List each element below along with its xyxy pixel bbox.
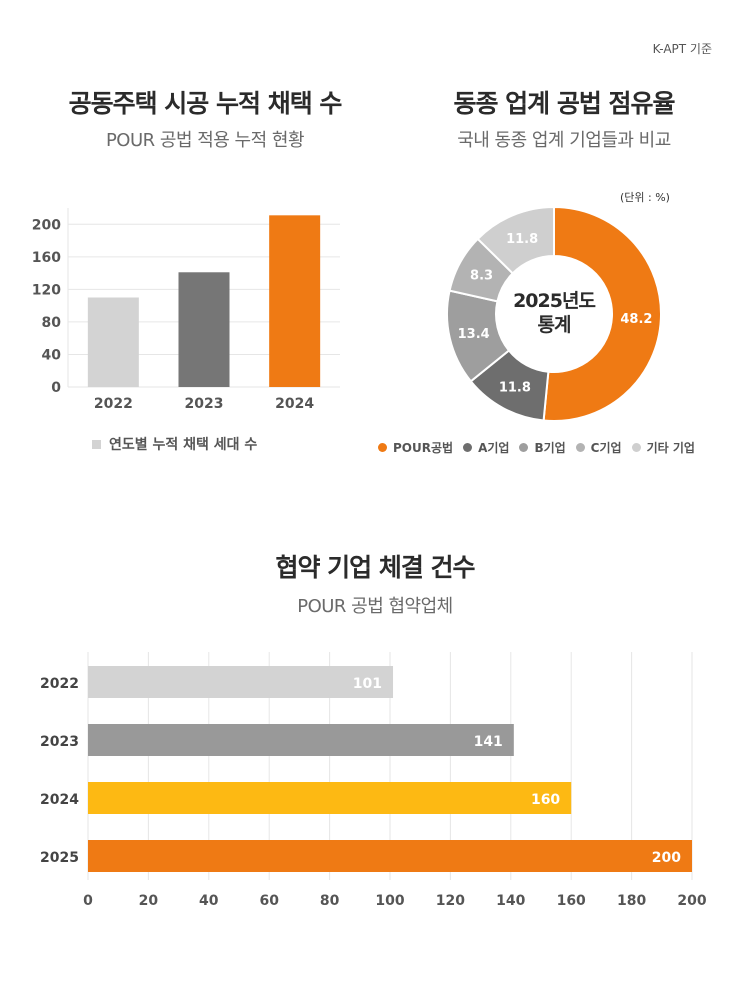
legend-dot bbox=[463, 443, 473, 452]
bar bbox=[88, 724, 514, 756]
contracts-chart-subtitle: POUR 공법 협약업체 bbox=[297, 596, 453, 617]
legend-dot bbox=[575, 443, 585, 452]
share-chart-title: 동종 업계 공법 점유율 bbox=[453, 89, 675, 118]
bar bbox=[178, 272, 230, 387]
legend-dot bbox=[631, 443, 641, 452]
x-tick-label: 0 bbox=[83, 893, 93, 909]
donut-center-label: 2025년도 통계 bbox=[440, 200, 668, 428]
legend-swatch bbox=[92, 439, 101, 449]
share-donut-chart: 48.2 11.8 13.4 8.3 11.8 bbox=[446, 205, 662, 422]
y-tick-label: 200 bbox=[32, 217, 61, 233]
donut-slice bbox=[476, 205, 555, 275]
x-tick-label: 20 bbox=[139, 893, 159, 909]
legend-item: C기업 bbox=[575, 439, 622, 456]
slice-value-label: 48.2 bbox=[620, 312, 652, 327]
bar bbox=[88, 782, 572, 814]
slice-value-label: 11.8 bbox=[506, 232, 538, 247]
legend-dot bbox=[519, 443, 529, 452]
source-note: K-APT 기준 bbox=[652, 42, 712, 56]
cumulative-bar-chart: 0 40 80 120 160 200 2022 2023 2024 bbox=[32, 208, 340, 412]
bar-value-label: 141 bbox=[474, 734, 503, 750]
legend-label: A기업 bbox=[478, 441, 510, 455]
donut-center-line2: 통계 bbox=[537, 314, 572, 336]
y-tick-label: 160 bbox=[32, 250, 61, 266]
legend-label: 기타 기업 bbox=[646, 441, 695, 455]
x-tick-label: 140 bbox=[496, 893, 525, 909]
share-unit-note: (단위 : %) bbox=[620, 191, 670, 204]
bar bbox=[88, 666, 394, 698]
cumulative-legend-label: 연도별 누적 채택 세대 수 bbox=[109, 437, 258, 453]
cumulative-chart-title: 공동주택 시공 누적 채택 수 bbox=[68, 89, 343, 118]
share-chart-subtitle: 국내 동종 업계 기업들과 비교 bbox=[457, 130, 671, 151]
y-tick-label: 2023 bbox=[40, 734, 79, 750]
bar-value-label: 101 bbox=[353, 676, 382, 692]
bar bbox=[88, 840, 692, 872]
share-legend: POUR공법 A기업 B기업 C기업 기타 기업 bbox=[378, 437, 705, 456]
legend-item: B기업 bbox=[519, 439, 566, 456]
x-tick-label: 2024 bbox=[275, 396, 314, 412]
legend-dot bbox=[378, 443, 387, 452]
legend-item: A기업 bbox=[463, 439, 509, 456]
y-tick-label: 2024 bbox=[40, 792, 79, 808]
x-tick-label: 80 bbox=[320, 893, 340, 909]
legend-item: 기타 기업 bbox=[631, 439, 695, 456]
legend-label: B기업 bbox=[534, 441, 566, 455]
x-tick-label: 180 bbox=[617, 893, 646, 909]
slice-value-label: 13.4 bbox=[458, 327, 490, 342]
donut-center-line1: 2025년도 bbox=[513, 290, 596, 313]
bar bbox=[87, 297, 139, 387]
cumulative-legend: 연도별 누적 채택 세대 수 bbox=[92, 434, 257, 454]
y-tick-label: 2025 bbox=[40, 850, 79, 866]
cumulative-chart-subtitle: POUR 공법 적용 누적 현황 bbox=[105, 130, 305, 151]
y-tick-label: 40 bbox=[42, 347, 62, 363]
legend-label: C기업 bbox=[590, 441, 622, 455]
y-tick-label: 120 bbox=[32, 282, 61, 298]
y-tick-label: 0 bbox=[51, 380, 61, 396]
legend-item: POUR공법 bbox=[378, 439, 453, 456]
legend-label: POUR공법 bbox=[393, 441, 454, 455]
x-tick-label: 100 bbox=[375, 893, 404, 909]
x-tick-label: 200 bbox=[677, 893, 706, 909]
contracts-bar-chart: 0 20 40 60 80 100 120 140 160 180 200 101 2022 141 202… bbox=[40, 652, 707, 909]
x-tick-label: 120 bbox=[436, 893, 465, 909]
x-tick-label: 160 bbox=[557, 893, 586, 909]
contracts-chart-title: 협약 기업 체결 건수 bbox=[275, 553, 475, 582]
slice-value-label: 11.8 bbox=[499, 381, 531, 396]
x-tick-label: 2023 bbox=[185, 396, 224, 412]
bar bbox=[269, 215, 321, 387]
x-tick-label: 60 bbox=[259, 893, 279, 909]
bar-value-label: 160 bbox=[531, 792, 560, 808]
bar-value-label: 200 bbox=[652, 850, 681, 866]
slice-value-label: 8.3 bbox=[470, 269, 493, 284]
y-tick-label: 2022 bbox=[40, 676, 79, 692]
x-tick-label: 2022 bbox=[94, 396, 133, 412]
donut-slice bbox=[542, 205, 662, 422]
x-tick-label: 40 bbox=[199, 893, 219, 909]
y-tick-label: 80 bbox=[42, 315, 62, 331]
